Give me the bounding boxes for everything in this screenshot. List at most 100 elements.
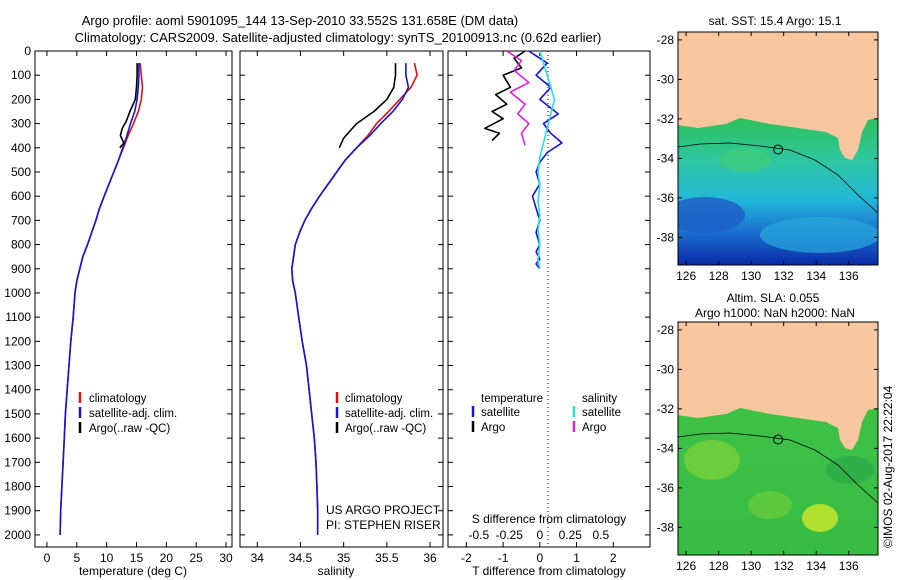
salinity-legend: climatology satellite-adj. clim. Argo(..… bbox=[335, 392, 433, 435]
depth-tick-label: 400 bbox=[11, 141, 31, 155]
project-label: US ARGO PROJECT bbox=[326, 503, 441, 517]
map-y-tick-label: -32 bbox=[657, 112, 675, 126]
map-x-tick-label: 134 bbox=[806, 559, 826, 573]
sla-argo-location-marker bbox=[773, 434, 784, 445]
legend-s-argo: Argo bbox=[582, 422, 606, 434]
map-x-tick-label: 132 bbox=[774, 269, 794, 283]
depth-tick-label: 1500 bbox=[4, 407, 31, 421]
depth-tick-label: 900 bbox=[11, 262, 31, 276]
copyright-stamp: ©IMOS 02-Aug-2017 22:22:04 bbox=[881, 385, 895, 548]
x2-tick-label: -0.25 bbox=[496, 528, 524, 542]
legend-t-argo: Argo bbox=[481, 422, 505, 434]
legend-t-satellite: satellite bbox=[481, 407, 520, 419]
difference-lines bbox=[483, 50, 563, 270]
salinity-xlabel: salinity bbox=[318, 564, 355, 578]
map-y-tick-label: -32 bbox=[657, 402, 675, 416]
x-tick-label: 34 bbox=[251, 551, 265, 565]
map-y-tick-label: -34 bbox=[657, 151, 675, 165]
temperature-xlabel: temperature (deg C) bbox=[79, 564, 187, 578]
salinity-panel: 34 34.5 35 35.5 36 salinity climatology sate… bbox=[239, 50, 444, 578]
map-y-tick-label: -38 bbox=[657, 520, 675, 534]
x-tick-label: 10 bbox=[100, 551, 114, 565]
x-tick-label: -1 bbox=[498, 551, 509, 565]
legend-satellite-adj-clim: satellite-adj. clim. bbox=[89, 408, 177, 420]
salinity-ticks: 34 34.5 35 35.5 36 bbox=[240, 50, 443, 565]
sst-light-patch bbox=[719, 148, 771, 172]
depth-tick-label: 600 bbox=[11, 189, 31, 203]
series-line-satellite-adj-clim- bbox=[290, 63, 410, 535]
difference-panel: -2 -1 0 1 2 -0.5 -0.25 0 0.25 0.5 T difference fr… bbox=[447, 50, 651, 578]
x2-tick-label: -0.5 bbox=[468, 528, 489, 542]
sst-map-title: sat. SST: 15.4 Argo: 15.1 bbox=[709, 14, 842, 28]
map-y-tick-label: -34 bbox=[657, 441, 675, 455]
map-y-tick-label: -38 bbox=[657, 230, 675, 244]
map-x-tick-label: 136 bbox=[839, 269, 859, 283]
sla-map-ticks: 126 128 130 132 134 136 -28 -30 -32 -34 -36 -38 bbox=[657, 322, 878, 573]
sst-deep-blue-patch bbox=[678, 197, 745, 233]
x2-tick-label: 0.25 bbox=[559, 528, 583, 542]
x-tick-label: 35 bbox=[337, 551, 351, 565]
map-y-tick-label: -28 bbox=[657, 323, 675, 337]
map-x-tick-label: 126 bbox=[676, 559, 696, 573]
x-tick-label: -2 bbox=[461, 551, 472, 565]
x-tick-label: 0 bbox=[44, 551, 51, 565]
depth-tick-label: 1900 bbox=[4, 504, 31, 518]
depth-tick-label: 500 bbox=[11, 165, 31, 179]
map-x-tick-label: 134 bbox=[806, 269, 826, 283]
header-subtitle: Climatology: CARS2009. Satellite-adjuste… bbox=[75, 30, 602, 45]
depth-tick-label: 1400 bbox=[4, 383, 31, 397]
series-line-argo bbox=[483, 50, 526, 142]
legend-salinity-heading: salinity bbox=[582, 393, 617, 405]
t-difference-xlabel: T difference from climatology bbox=[472, 564, 626, 578]
map-x-tick-label: 126 bbox=[676, 269, 696, 283]
sst-map-panel: sat. SST: 15.4 Argo: 15.1 126 128 130 132 13… bbox=[657, 14, 879, 283]
sla-isobath bbox=[678, 432, 878, 504]
map-x-tick-label: 130 bbox=[741, 269, 761, 283]
sst-map-frame bbox=[677, 31, 879, 266]
sst-map-ticks: 126 128 130 132 134 136 -28 -30 -32 -34 -36 -38 bbox=[657, 32, 878, 283]
series-line-climatology bbox=[290, 62, 418, 535]
depth-tick-label: 2000 bbox=[4, 528, 31, 542]
depth-tick-label: 1200 bbox=[4, 334, 31, 348]
series-line-climatology bbox=[59, 63, 144, 535]
map-x-tick-label: 136 bbox=[839, 559, 859, 573]
pi-label: PI: STEPHEN RISER bbox=[326, 518, 441, 532]
legend-satellite-adj-clim: satellite-adj. clim. bbox=[345, 408, 433, 420]
x-tick-label: 30 bbox=[219, 551, 233, 565]
s-difference-label: S difference from climatology bbox=[472, 512, 627, 526]
sst-cyan-patch bbox=[760, 217, 878, 253]
x-tick-label: 1 bbox=[573, 551, 580, 565]
map-y-tick-label: -36 bbox=[657, 191, 675, 205]
depth-tick-label: 700 bbox=[11, 213, 31, 227]
salinity-lines bbox=[290, 62, 418, 535]
series-line-satellite bbox=[537, 50, 556, 269]
x-tick-label: 15 bbox=[130, 551, 144, 565]
x-tick-label: 35.5 bbox=[375, 551, 399, 565]
depth-tick-label: 1000 bbox=[4, 286, 31, 300]
depth-tick-label: 1800 bbox=[4, 480, 31, 494]
depth-tick-label: 200 bbox=[11, 92, 31, 106]
map-y-tick-label: -28 bbox=[657, 33, 675, 47]
depth-tick-label: 0 bbox=[24, 44, 31, 58]
depth-tick-label: 1300 bbox=[4, 359, 31, 373]
x2-tick-label: 0.5 bbox=[592, 528, 609, 542]
temperature-panel: 0100200300400500600700800900100011001200… bbox=[4, 44, 233, 578]
sla-light-patch-1 bbox=[684, 440, 740, 480]
difference-axes-frame bbox=[447, 50, 651, 548]
sla-map-frame bbox=[677, 321, 879, 556]
temperature-lines bbox=[59, 63, 144, 535]
x-tick-label: 20 bbox=[160, 551, 174, 565]
sst-isobath bbox=[678, 142, 878, 214]
depth-tick-label: 1100 bbox=[5, 310, 31, 324]
map-y-tick-label: -30 bbox=[657, 72, 675, 86]
legend-climatology: climatology bbox=[345, 393, 403, 405]
series-line-argo-raw-qc- bbox=[338, 63, 397, 149]
difference-legend: temperature satellite Argo salinity sate… bbox=[471, 393, 621, 434]
legend-argo: Argo(..raw -QC) bbox=[345, 423, 426, 435]
x2-tick-label: 0 bbox=[536, 528, 543, 542]
sla-map-subtitle: Argo h1000: NaN h2000: NaN bbox=[695, 306, 855, 320]
series-line-satellite-adj-clim- bbox=[59, 63, 140, 535]
map-x-tick-label: 128 bbox=[709, 269, 729, 283]
depth-tick-label: 1600 bbox=[4, 431, 31, 445]
